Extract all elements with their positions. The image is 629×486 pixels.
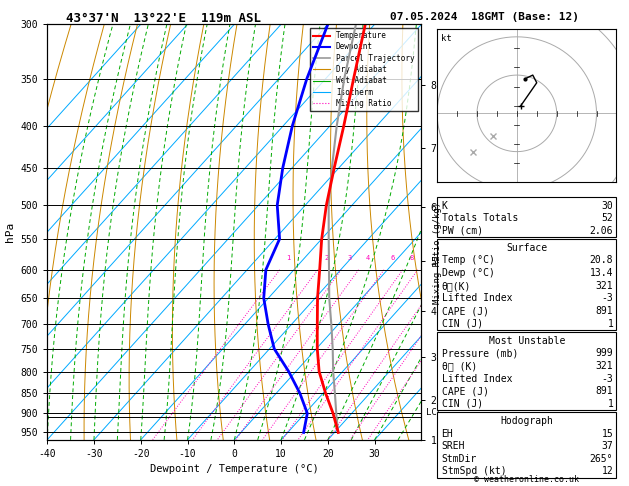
Text: 07.05.2024  18GMT (Base: 12): 07.05.2024 18GMT (Base: 12) <box>390 12 579 22</box>
Text: EH: EH <box>442 429 454 438</box>
Text: StmSpd (kt): StmSpd (kt) <box>442 467 506 476</box>
Text: 37: 37 <box>601 441 613 451</box>
Text: SREH: SREH <box>442 441 465 451</box>
Text: 15: 15 <box>601 429 613 438</box>
Text: Dewp (°C): Dewp (°C) <box>442 268 494 278</box>
Text: 12: 12 <box>601 467 613 476</box>
Text: Surface: Surface <box>506 243 547 253</box>
Text: Lifted Index: Lifted Index <box>442 374 512 383</box>
Text: θᴄ (K): θᴄ (K) <box>442 361 477 371</box>
Text: Temp (°C): Temp (°C) <box>442 256 494 265</box>
Text: 13.4: 13.4 <box>590 268 613 278</box>
Text: 321: 321 <box>596 361 613 371</box>
Text: 3: 3 <box>348 255 352 260</box>
Text: CAPE (J): CAPE (J) <box>442 306 489 316</box>
Text: K: K <box>442 201 447 210</box>
Text: 30: 30 <box>601 201 613 210</box>
Text: © weatheronline.co.uk: © weatheronline.co.uk <box>474 474 579 484</box>
Text: 6: 6 <box>391 255 395 260</box>
Text: -3: -3 <box>601 294 613 303</box>
Y-axis label: km
ASL: km ASL <box>452 210 470 232</box>
Text: 999: 999 <box>596 348 613 358</box>
Text: 891: 891 <box>596 386 613 396</box>
Text: 265°: 265° <box>590 454 613 464</box>
Text: Mixing Ratio (g/kg): Mixing Ratio (g/kg) <box>433 202 442 304</box>
Text: 2.06: 2.06 <box>590 226 613 236</box>
Text: 8: 8 <box>409 255 413 260</box>
Text: 1: 1 <box>608 399 613 409</box>
Text: 43°37'N  13°22'E  119m ASL: 43°37'N 13°22'E 119m ASL <box>66 12 261 25</box>
Legend: Temperature, Dewpoint, Parcel Trajectory, Dry Adiabat, Wet Adiabat, Isotherm, Mi: Temperature, Dewpoint, Parcel Trajectory… <box>310 28 418 111</box>
Text: CIN (J): CIN (J) <box>442 399 482 409</box>
Text: 2: 2 <box>325 255 329 260</box>
Text: 20.8: 20.8 <box>590 256 613 265</box>
Text: 891: 891 <box>596 306 613 316</box>
Text: 1: 1 <box>287 255 291 260</box>
Text: LCL: LCL <box>426 408 442 417</box>
Text: Most Unstable: Most Unstable <box>489 336 565 346</box>
Text: Hodograph: Hodograph <box>500 416 554 426</box>
Text: PW (cm): PW (cm) <box>442 226 482 236</box>
Text: 4: 4 <box>365 255 369 260</box>
Text: -3: -3 <box>601 374 613 383</box>
Text: 321: 321 <box>596 281 613 291</box>
Y-axis label: hPa: hPa <box>5 222 15 242</box>
Text: CIN (J): CIN (J) <box>442 319 482 329</box>
Text: StmDir: StmDir <box>442 454 477 464</box>
Text: Lifted Index: Lifted Index <box>442 294 512 303</box>
Text: θᴄ(K): θᴄ(K) <box>442 281 471 291</box>
Text: 1: 1 <box>608 319 613 329</box>
Text: Totals Totals: Totals Totals <box>442 213 518 223</box>
Text: CAPE (J): CAPE (J) <box>442 386 489 396</box>
Text: kt: kt <box>441 34 452 43</box>
X-axis label: Dewpoint / Temperature (°C): Dewpoint / Temperature (°C) <box>150 465 319 474</box>
Text: 52: 52 <box>601 213 613 223</box>
Text: Pressure (mb): Pressure (mb) <box>442 348 518 358</box>
